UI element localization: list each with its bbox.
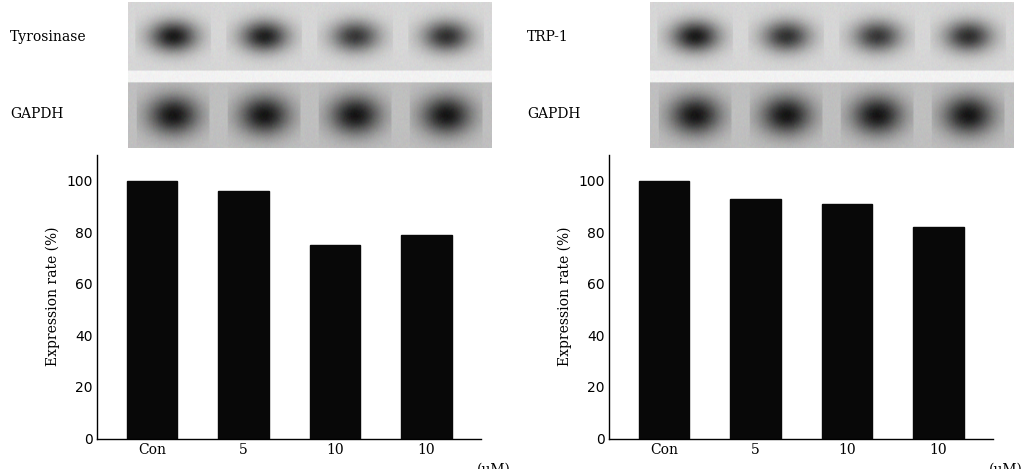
Y-axis label: Expression rate (%): Expression rate (%)	[558, 227, 572, 366]
Bar	[730, 199, 780, 439]
Text: GAPDH: GAPDH	[527, 107, 581, 121]
Text: (μM): (μM)	[477, 462, 511, 469]
Bar	[822, 204, 872, 439]
Bar	[127, 181, 177, 439]
Bar	[913, 227, 964, 439]
Text: TRP-1: TRP-1	[527, 30, 569, 44]
Text: GAPDH: GAPDH	[10, 107, 63, 121]
Text: (μM): (μM)	[989, 462, 1023, 469]
Text: Tyrosinase: Tyrosinase	[10, 30, 87, 44]
Bar	[401, 235, 452, 439]
Bar	[639, 181, 689, 439]
Bar	[310, 245, 360, 439]
Bar	[218, 191, 268, 439]
Y-axis label: Expression rate (%): Expression rate (%)	[46, 227, 60, 366]
